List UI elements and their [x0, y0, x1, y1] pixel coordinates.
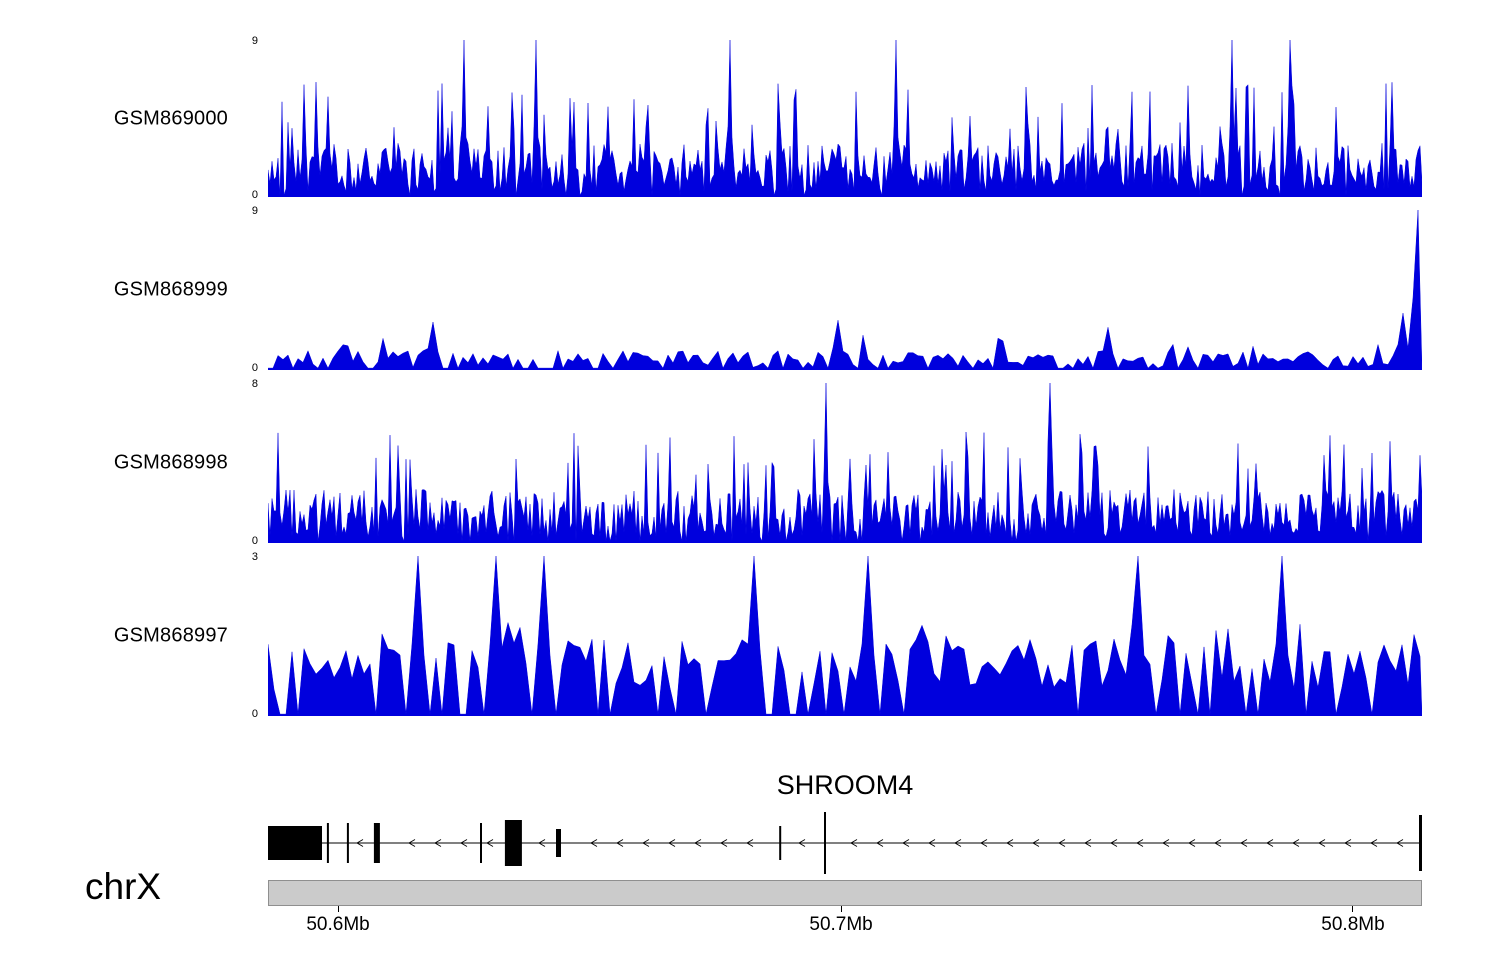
y-axis-min-label: 0 — [251, 708, 258, 720]
y-axis-min-label: 0 — [251, 535, 258, 547]
strand-arrow-left-icon — [1396, 839, 1404, 847]
exon-block — [346, 823, 349, 863]
strand-arrow-left-icon — [486, 839, 494, 847]
signal-area-plot — [268, 383, 1422, 543]
exon-block — [1419, 815, 1422, 871]
strand-arrow-left-icon — [1214, 839, 1222, 847]
axis-tick-mark — [1352, 906, 1354, 912]
exon-block — [824, 812, 826, 874]
strand-arrow-left-icon — [1188, 839, 1196, 847]
strand-arrow-left-icon — [746, 839, 754, 847]
strand-arrow-left-icon — [616, 839, 624, 847]
axis-tick-label: 50.7Mb — [809, 914, 873, 935]
strand-arrow-left-icon — [1318, 839, 1326, 847]
strand-arrow-left-icon — [1084, 839, 1092, 847]
strand-arrow-left-icon — [1110, 839, 1118, 847]
y-axis-max-label: 3 — [251, 551, 258, 563]
track-name-label: GSM868998 — [113, 451, 228, 474]
exon-block — [268, 826, 322, 860]
strand-arrow-left-icon — [408, 839, 416, 847]
exon-block — [480, 823, 482, 863]
axis-tick-mark — [840, 906, 842, 912]
strand-arrow-left-icon — [980, 839, 988, 847]
y-axis-max-label: 8 — [251, 378, 258, 390]
track-name-label: GSM868999 — [113, 278, 228, 301]
axis-tick-mark — [337, 906, 339, 912]
strand-arrow-left-icon — [902, 839, 910, 847]
strand-arrow-left-icon — [954, 839, 962, 847]
strand-arrow-left-icon — [1240, 839, 1248, 847]
track-name-label: GSM869000 — [113, 107, 228, 129]
gene-name-label: SHROOM4 — [776, 770, 914, 800]
signal-area-plot — [268, 210, 1422, 370]
axis-tick-label: 50.8Mb — [1321, 914, 1385, 935]
strand-arrow-left-icon — [1136, 839, 1144, 847]
signal-area-plot — [268, 40, 1422, 197]
y-axis-max-label: 9 — [251, 35, 258, 47]
chromosome-bar — [268, 880, 1422, 906]
strand-arrow-left-icon — [1032, 839, 1040, 847]
strand-arrow-left-icon — [538, 839, 546, 847]
chromosome-label: chrX — [85, 866, 162, 907]
strand-arrow-left-icon — [928, 839, 936, 847]
strand-arrow-left-icon — [1266, 839, 1274, 847]
strand-arrow-left-icon — [1292, 839, 1300, 847]
exon-block — [779, 826, 782, 860]
strand-arrow-left-icon — [720, 839, 728, 847]
strand-arrow-left-icon — [798, 839, 806, 847]
y-axis-max-label: 9 — [251, 205, 258, 217]
strand-arrow-left-icon — [590, 839, 598, 847]
signal-track-row: GSM868998 8 0 — [0, 379, 1500, 547]
strand-arrow-left-icon — [694, 839, 702, 847]
strand-arrow-left-icon — [434, 839, 442, 847]
exon-block — [556, 829, 561, 857]
strand-arrow-left-icon — [850, 839, 858, 847]
exon-block — [326, 823, 329, 863]
strand-arrow-left-icon — [1162, 839, 1170, 847]
strand-arrow-left-icon — [356, 839, 364, 847]
track-name-label: GSM868997 — [113, 624, 228, 647]
y-axis-min-label: 0 — [251, 189, 258, 201]
strand-arrow-left-icon — [668, 839, 676, 847]
gene-model-track — [268, 812, 1422, 874]
y-axis-min-label: 0 — [251, 362, 258, 374]
strand-arrow-left-icon — [642, 839, 650, 847]
exon-block — [504, 820, 522, 866]
signal-area-plot — [268, 556, 1422, 716]
strand-arrow-left-icon — [1006, 839, 1014, 847]
strand-arrow-left-icon — [876, 839, 884, 847]
signal-track-row: GSM868997 3 0 — [0, 552, 1500, 720]
signal-track-row: GSM868999 9 0 — [0, 206, 1500, 374]
axis-tick-label: 50.6Mb — [306, 914, 370, 935]
signal-track-row: GSM869000 9 0 — [0, 36, 1500, 201]
strand-arrow-left-icon — [1370, 839, 1378, 847]
strand-arrow-left-icon — [460, 839, 468, 847]
exon-block — [373, 823, 380, 863]
strand-arrow-left-icon — [1344, 839, 1352, 847]
strand-arrow-left-icon — [1058, 839, 1066, 847]
